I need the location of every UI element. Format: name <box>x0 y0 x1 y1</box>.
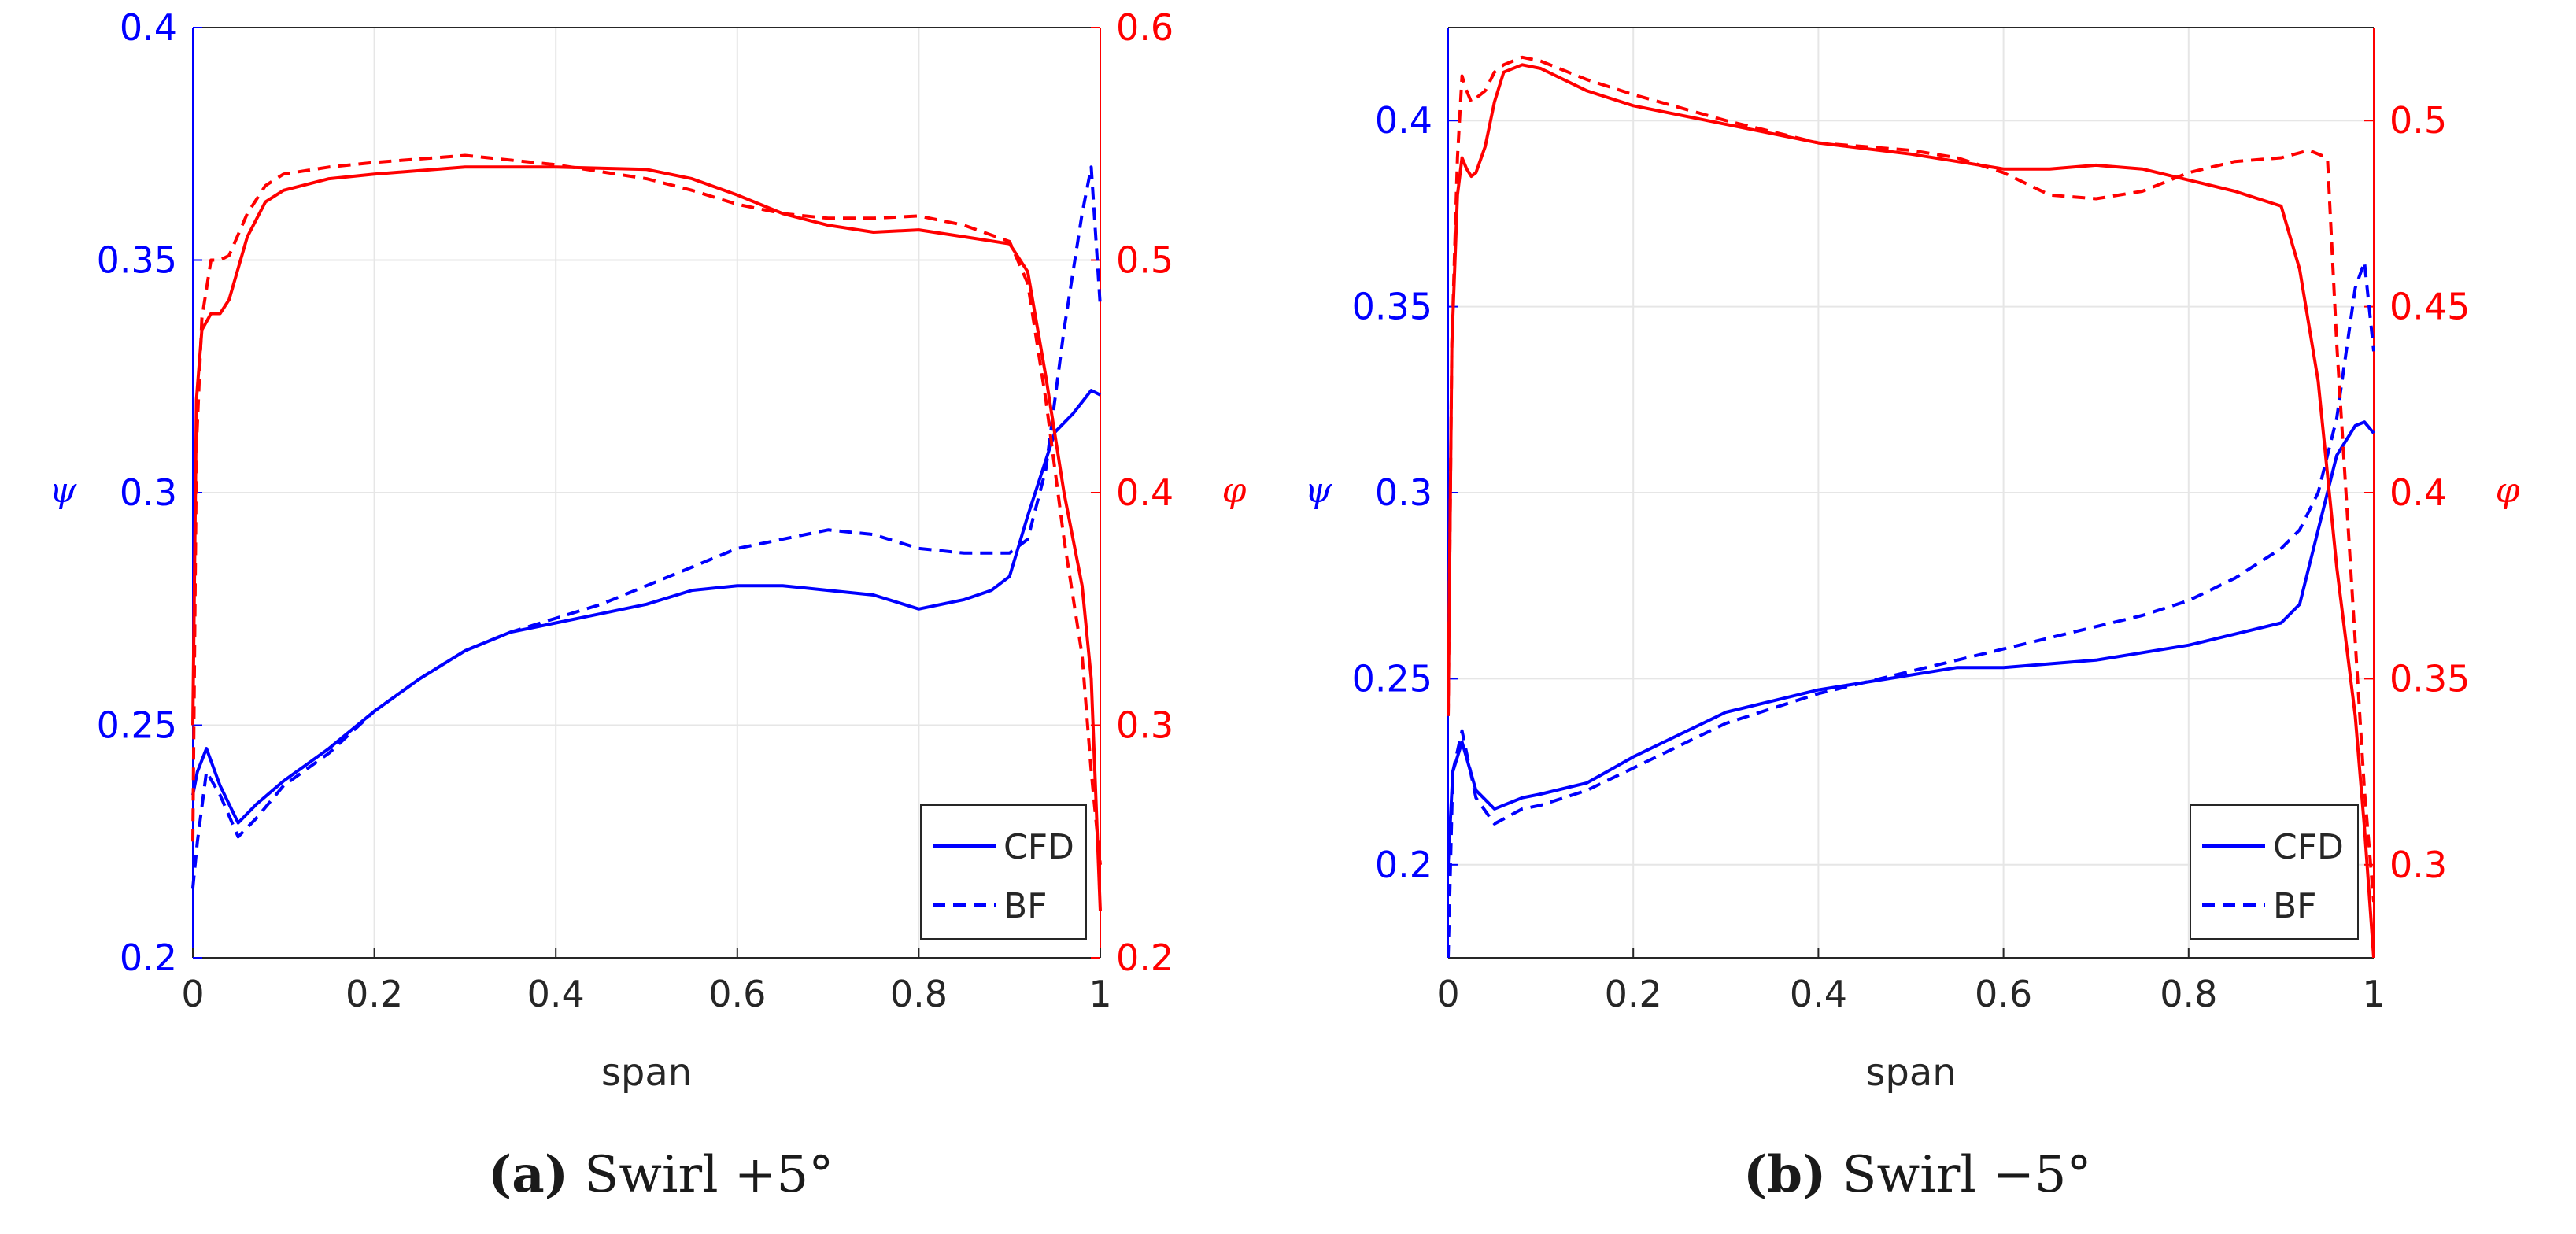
x-tick-label: 0.8 <box>2160 973 2217 1015</box>
x-tick-label: 1 <box>2362 973 2385 1015</box>
caption-a: (a) Swirl +5° <box>488 1145 833 1224</box>
series-line-phi-dashed <box>191 153 1102 865</box>
x-tick-label: 0.6 <box>1975 973 2032 1015</box>
caption-a-tag: (a) <box>488 1145 569 1204</box>
legend-label-bf: BF <box>1003 886 1048 926</box>
caption-b-tag: (b) <box>1743 1145 1827 1204</box>
x-axis-label: span <box>1865 1051 1956 1095</box>
y-left-tick-label: 0.4 <box>120 6 177 49</box>
y-right-axis-label: φ <box>1222 471 1247 511</box>
legend-label-cfd: CFD <box>1003 827 1074 867</box>
series-line-phi-solid <box>191 165 1102 911</box>
series-line-psi-dashed <box>191 165 1102 889</box>
chart-panel-a: 0 0.2 0.4 0.6 0.8 10.20.250.30.350.40.20.30.4… <box>50 6 1247 1095</box>
y-left-tick-label: 0.3 <box>1375 471 1432 514</box>
legend-label-cfd: CFD <box>2273 827 2344 867</box>
series-line-psi-dashed <box>1447 260 2375 959</box>
legend-box <box>2190 804 2359 940</box>
caption-a-text: Swirl +5° <box>568 1146 834 1204</box>
x-tick-label: 0.8 <box>890 973 948 1015</box>
x-axis-label: span <box>601 1051 692 1095</box>
chart-panel-b: 0 0.2 0.4 0.6 0.8 1 0.2 0.25 0.3 0.35 0.4 0.3 0.35 0.… <box>1305 27 2520 1095</box>
y-left-tick-label: 0.2 <box>120 937 177 979</box>
y-left-tick-label: 0.4 <box>1375 99 1432 142</box>
y-left-tick-label: 0.3 <box>120 471 177 514</box>
legend-box <box>920 804 1087 940</box>
x-tick-label: 0.2 <box>1605 973 1662 1015</box>
y-left-axis-label: ψ <box>1305 471 1332 511</box>
y-right-tick-label: 0.4 <box>1116 471 1173 514</box>
series-line-psi-solid <box>191 389 1101 825</box>
y-left-axis-label: ψ <box>50 471 77 511</box>
caption-b-text: Swirl −5° <box>1826 1146 2092 1204</box>
legend: CFD BF <box>2190 804 2359 940</box>
y-right-tick-label: 0.5 <box>2389 99 2447 142</box>
x-tick-label: 0 <box>1436 973 1459 1015</box>
caption-b: (b) Swirl −5° <box>1743 1145 2092 1224</box>
y-right-axis-label: φ <box>2496 471 2520 511</box>
x-tick-label: 0.2 <box>346 973 403 1015</box>
legend-label-bf: BF <box>2273 886 2317 926</box>
y-left-tick-label: 0.35 <box>1352 286 1432 328</box>
x-tick-label: 0.4 <box>527 973 585 1015</box>
x-tick-label: 0.4 <box>1790 973 1847 1015</box>
y-right-tick-label: 0.2 <box>1116 937 1173 979</box>
x-tick-label: 0.6 <box>708 973 766 1015</box>
y-right-tick-label: 0.3 <box>2389 844 2447 886</box>
series-line-phi-dashed <box>1447 55 2375 903</box>
y-right-tick-label: 0.4 <box>2389 471 2447 514</box>
y-left-tick-label: 0.25 <box>97 704 177 747</box>
y-right-tick-label: 0.6 <box>1116 6 1173 49</box>
y-left-tick-label: 0.2 <box>1375 844 1432 886</box>
y-right-tick-label: 0.35 <box>2389 657 2470 700</box>
y-left-tick-label: 0.35 <box>97 239 177 282</box>
y-right-tick-label: 0.3 <box>1116 704 1173 747</box>
y-right-tick-label: 0.45 <box>2389 286 2470 328</box>
x-tick-label: 0 <box>181 973 204 1015</box>
series-line-psi-solid <box>1447 420 2375 865</box>
y-right-tick-label: 0.5 <box>1116 239 1173 282</box>
legend: CFD BF <box>920 804 1087 940</box>
y-left-tick-label: 0.25 <box>1352 657 1432 700</box>
x-tick-label: 1 <box>1088 973 1111 1015</box>
